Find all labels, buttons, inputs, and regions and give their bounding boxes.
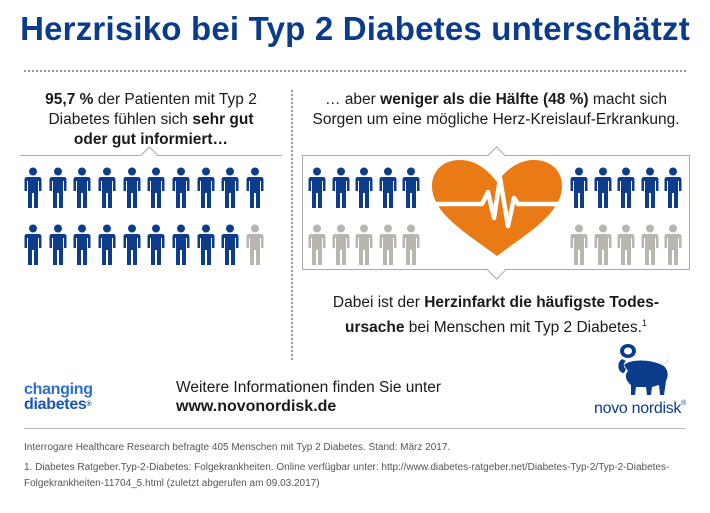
person-blue-icon — [197, 224, 215, 271]
person-grey-icon — [402, 224, 420, 271]
person-blue-icon — [98, 167, 116, 214]
person-blue-icon — [98, 224, 116, 271]
more-info: Weitere Informationen finden Sie unter w… — [176, 379, 442, 415]
person-blue-icon — [221, 167, 239, 214]
person-blue-icon — [402, 167, 420, 214]
changing-diabetes-logo: changing diabetes® — [24, 381, 93, 413]
person-blue-icon — [221, 224, 239, 271]
person-grey-icon — [617, 224, 635, 271]
person-blue-icon — [641, 167, 659, 214]
conclusion-text: Dabei ist der Herzinfarkt die häufigste … — [332, 294, 660, 337]
person-blue-icon — [24, 167, 42, 214]
page-title: Herzrisiko bei Typ 2 Diabetes unterschät… — [20, 10, 690, 47]
person-blue-icon — [246, 167, 264, 214]
source-note: Interrogare Healthcare Research befragte… — [24, 442, 451, 453]
novo-nordisk-logo: novo nordisk® — [594, 400, 686, 417]
person-grey-icon — [355, 224, 373, 271]
right-bracket-left — [302, 155, 303, 269]
person-blue-icon — [172, 224, 190, 271]
person-grey-icon — [379, 224, 397, 271]
person-blue-icon — [355, 167, 373, 214]
person-blue-icon — [594, 167, 612, 214]
heart-icon — [432, 160, 562, 256]
person-blue-icon — [24, 224, 42, 271]
person-grey-icon — [332, 224, 350, 271]
right-stat-text: … aber weniger als die Hälfte (48 %) mac… — [312, 91, 680, 128]
person-blue-icon — [570, 167, 588, 214]
footer-divider — [24, 428, 686, 429]
person-blue-icon — [147, 167, 165, 214]
person-grey-icon — [308, 224, 326, 271]
right-bracket-right — [689, 155, 690, 269]
left-stat-highlight: 95,7 % — [45, 91, 94, 108]
person-blue-icon — [617, 167, 635, 214]
person-grey-icon — [664, 224, 682, 271]
person-blue-icon — [49, 224, 67, 271]
person-blue-icon — [379, 167, 397, 214]
person-blue-icon — [664, 167, 682, 214]
person-blue-icon — [308, 167, 326, 214]
left-stat-text: 95,7 % der Patienten mit Typ 2 Diabetes … — [45, 91, 257, 148]
person-blue-icon — [73, 167, 91, 214]
person-blue-icon — [147, 224, 165, 271]
person-blue-icon — [123, 224, 141, 271]
person-blue-icon — [73, 224, 91, 271]
person-blue-icon — [49, 167, 67, 214]
person-grey-icon — [594, 224, 612, 271]
center-divider — [291, 90, 293, 360]
person-blue-icon — [172, 167, 190, 214]
person-blue-icon — [332, 167, 350, 214]
right-people-grid-right — [570, 167, 682, 271]
left-people-grid — [24, 167, 264, 271]
website-link[interactable]: www.novonordisk.de — [176, 398, 337, 415]
apis-bull-logo-icon — [618, 344, 669, 395]
right-people-grid-left — [308, 167, 420, 271]
person-blue-icon — [123, 167, 141, 214]
person-blue-icon — [197, 167, 215, 214]
person-grey-icon — [641, 224, 659, 271]
person-grey-icon — [246, 224, 264, 271]
person-grey-icon — [570, 224, 588, 271]
footnote: 1. Diabetes Ratgeber.Typ-2-Diabetes: Fol… — [24, 462, 670, 489]
title-divider — [24, 70, 686, 72]
right-bracket-bottom-notch — [487, 261, 506, 280]
